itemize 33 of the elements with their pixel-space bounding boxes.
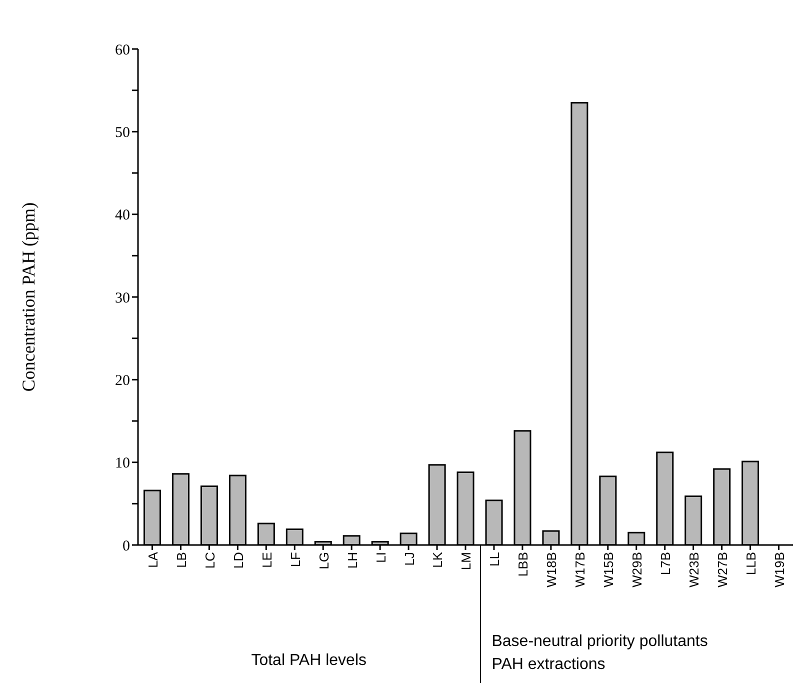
x-tick-label: LB xyxy=(174,552,189,568)
x-tick-label: LC xyxy=(202,552,218,569)
x-tick-label: LJ xyxy=(402,552,417,566)
y-axis-title: Concentration PAH (ppm) xyxy=(18,202,38,392)
x-tick-label: LLB xyxy=(744,552,759,576)
text: Total PAH levels xyxy=(250,652,368,670)
x-tick-label: LF xyxy=(288,552,303,568)
y-tick-label: 10 xyxy=(115,456,130,472)
y-tick-label: 40 xyxy=(115,208,130,224)
x-tick-label: LG xyxy=(316,552,332,570)
x-tick-label: W27B xyxy=(715,552,730,588)
text: Base-neutral priority pollutants PAH extractions xyxy=(492,632,709,675)
y-tick-label: 50 xyxy=(115,124,130,141)
x-tick-label: W18B xyxy=(544,552,560,588)
x-tick-label: LE xyxy=(259,552,274,568)
x-tick-label: LM xyxy=(458,552,474,570)
x-tick-label: LH xyxy=(344,552,360,569)
y-tick-label: 30 xyxy=(115,290,130,306)
x-tick-label: LD xyxy=(230,552,246,569)
x-tick-label: W19B xyxy=(772,552,787,588)
y-tick-label: 60 xyxy=(115,42,130,58)
x-tick-label: W29B xyxy=(630,552,645,588)
x-tick-label: W17B xyxy=(572,552,588,588)
x-tick-label: L7B xyxy=(658,552,674,576)
x-tick-label: LL xyxy=(487,552,502,566)
x-tick-label: LI xyxy=(373,552,388,563)
x-tick-label: W23B xyxy=(686,552,702,588)
y-tick-label: 20 xyxy=(115,372,130,389)
x-tick-label: W15B xyxy=(601,552,616,588)
x-tick-label: LA xyxy=(145,552,160,568)
x-tick-label: LBB xyxy=(516,552,531,577)
x-tick-label: LK xyxy=(430,552,446,568)
y-tick-label: 0 xyxy=(122,538,130,554)
